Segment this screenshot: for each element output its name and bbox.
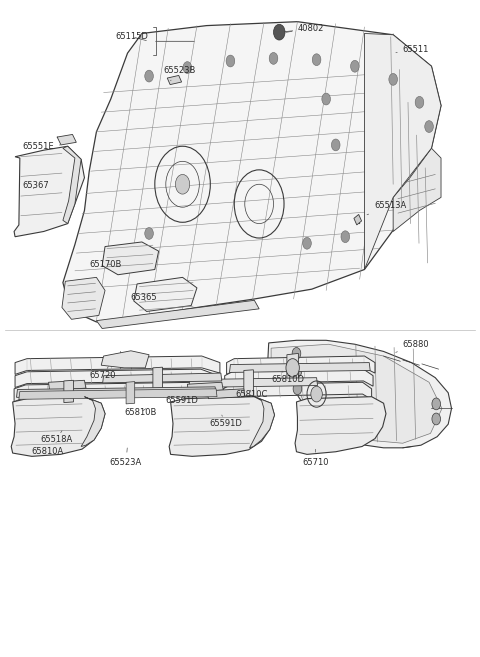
Polygon shape [229,363,370,373]
Text: 65710: 65710 [302,449,329,466]
Circle shape [432,413,441,425]
Text: 65591D: 65591D [209,415,242,428]
Polygon shape [57,135,76,145]
Polygon shape [134,277,197,311]
Polygon shape [19,389,217,399]
Circle shape [145,227,154,239]
Polygon shape [62,277,105,319]
Text: 65810A: 65810A [32,442,64,456]
Text: 65511: 65511 [396,45,429,54]
Circle shape [350,60,359,72]
Polygon shape [225,369,373,388]
Text: 65367: 65367 [22,181,49,190]
Circle shape [226,55,235,67]
Polygon shape [287,353,299,382]
Polygon shape [169,397,275,457]
Text: 65551E: 65551E [22,142,60,150]
Circle shape [322,93,330,105]
Text: 65720: 65720 [89,367,116,380]
Polygon shape [207,389,245,399]
Polygon shape [15,356,220,374]
Circle shape [389,74,397,85]
Text: 65170B: 65170B [89,260,121,269]
Polygon shape [153,367,162,390]
Text: 65880: 65880 [396,340,429,352]
Circle shape [415,97,424,108]
Polygon shape [227,356,375,374]
Polygon shape [14,382,217,402]
Polygon shape [223,382,372,402]
Polygon shape [103,373,222,383]
Circle shape [432,398,441,410]
Text: 65513A: 65513A [367,202,406,215]
Polygon shape [11,397,105,457]
Polygon shape [189,378,318,388]
Text: 40802: 40802 [286,24,324,33]
Circle shape [425,121,433,133]
Polygon shape [354,214,361,225]
Polygon shape [101,351,149,368]
Circle shape [293,365,302,377]
Text: 65523A: 65523A [110,448,142,466]
Polygon shape [63,147,81,223]
Circle shape [293,383,302,395]
Polygon shape [81,397,105,447]
Polygon shape [268,340,452,448]
Polygon shape [250,397,275,448]
Polygon shape [15,369,218,388]
Polygon shape [187,382,223,392]
Polygon shape [295,397,386,455]
Text: 65115D: 65115D [116,32,148,41]
Circle shape [286,359,300,377]
Polygon shape [271,344,442,443]
Circle shape [311,386,323,402]
Circle shape [303,237,312,249]
Polygon shape [167,76,181,85]
Circle shape [175,174,190,194]
Text: 65518A: 65518A [40,431,72,444]
Polygon shape [364,34,441,269]
Polygon shape [48,380,86,390]
Circle shape [341,231,349,242]
Text: 65591D: 65591D [166,396,199,405]
Polygon shape [102,242,158,275]
Text: 65523B: 65523B [163,66,196,81]
Circle shape [292,348,301,359]
Polygon shape [126,382,135,404]
Circle shape [312,54,321,66]
Circle shape [274,24,285,40]
Polygon shape [14,147,84,237]
Text: 65810C: 65810C [235,390,267,399]
Polygon shape [96,300,259,328]
Circle shape [183,62,192,74]
Polygon shape [16,387,216,397]
Text: 65365: 65365 [130,292,156,302]
Text: 65810B: 65810B [124,408,156,417]
Polygon shape [64,380,73,403]
Text: 65810D: 65810D [271,371,304,384]
Circle shape [145,70,154,82]
Circle shape [331,139,340,151]
Circle shape [269,53,278,64]
Polygon shape [244,370,253,396]
Polygon shape [63,22,441,322]
Polygon shape [393,148,441,231]
